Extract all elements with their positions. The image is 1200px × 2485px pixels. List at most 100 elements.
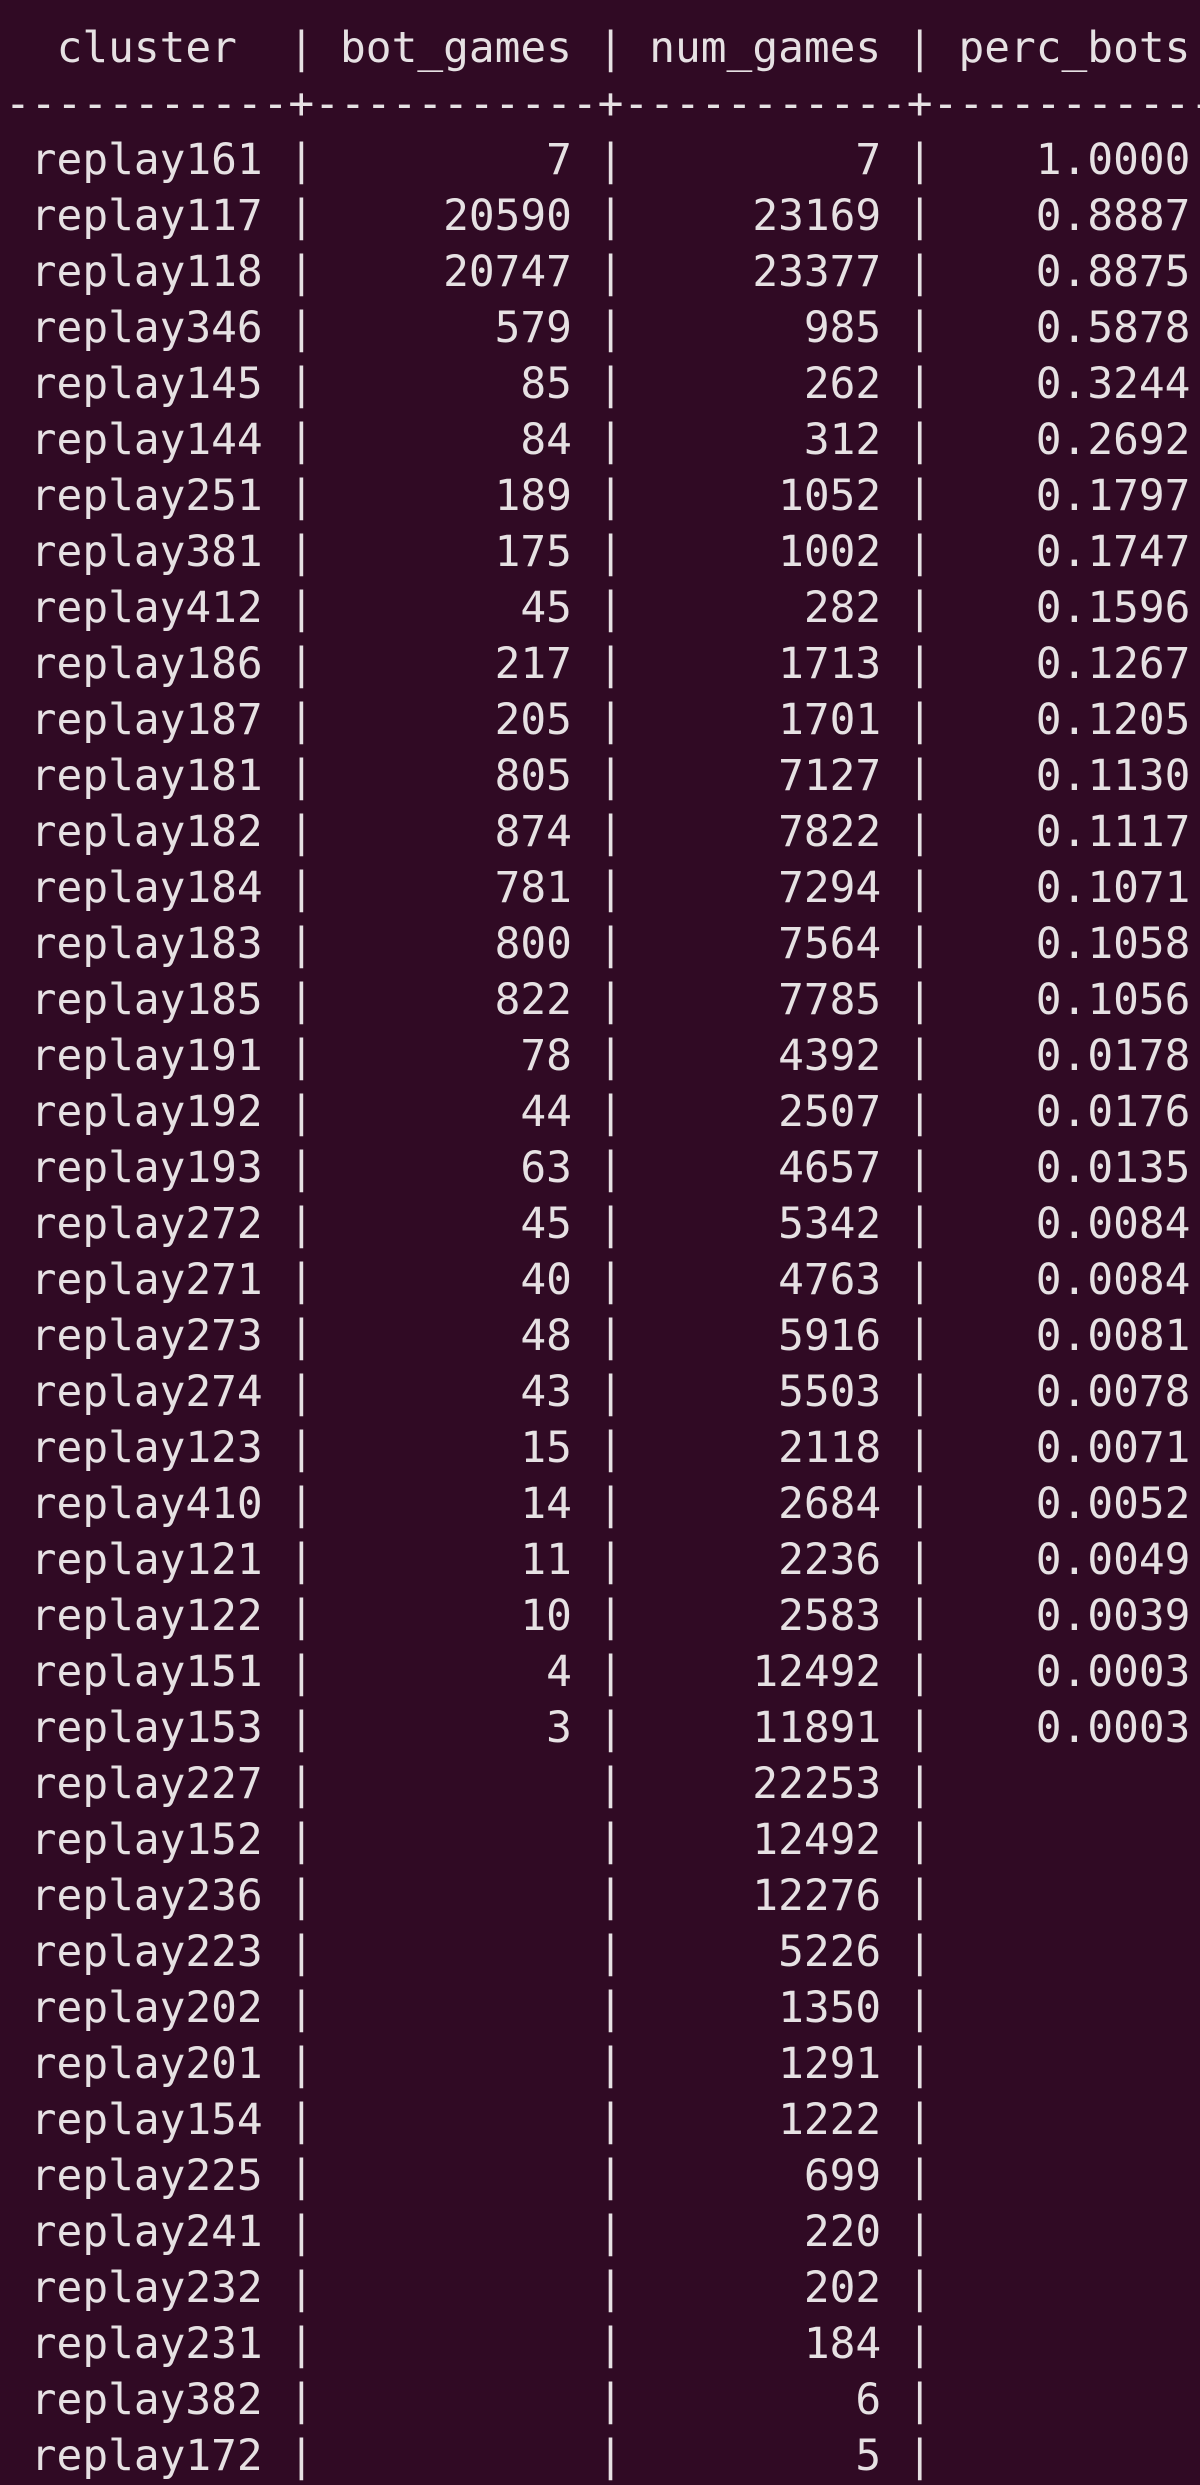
column-separator: | xyxy=(571,1591,650,1641)
bot-games-cell: 20590 xyxy=(443,191,572,241)
table-row: replay184 | 781 | 7294 | 0.1071 xyxy=(5,860,1200,916)
padding xyxy=(340,2039,572,2089)
padding xyxy=(958,695,1035,745)
padding xyxy=(958,303,1035,353)
cluster-cell: replay201 xyxy=(30,2039,263,2089)
cluster-cell: replay231 xyxy=(30,2319,263,2369)
padding xyxy=(5,2039,31,2089)
column-separator: | xyxy=(571,975,650,1025)
column-separator: | xyxy=(571,2431,650,2481)
padding xyxy=(958,1199,1035,1249)
column-separator: | xyxy=(262,1815,340,1865)
cluster-cell: replay225 xyxy=(30,2151,263,2201)
column-separator: | xyxy=(881,975,959,1025)
column-separator: | xyxy=(571,1199,650,1249)
table-row: replay236 | | 12276 | xyxy=(5,1868,1200,1924)
column-header: cluster xyxy=(56,23,237,73)
column-separator: | xyxy=(262,1479,340,1529)
column-separator: | xyxy=(881,2319,959,2369)
padding xyxy=(5,639,31,689)
table-row: replay225 | | 699 | xyxy=(5,2148,1200,2204)
padding xyxy=(340,2095,572,2145)
bot-games-cell: 805 xyxy=(494,751,572,801)
padding xyxy=(958,863,1035,913)
padding xyxy=(649,359,804,409)
num-games-cell: 22253 xyxy=(752,1759,882,1809)
table-row: replay381 | 175 | 1002 | 0.1747 xyxy=(5,524,1200,580)
padding xyxy=(649,527,778,577)
cluster-cell: replay181 xyxy=(30,751,263,801)
perc-bots-cell: 0.0039 xyxy=(1035,1591,1191,1641)
padding xyxy=(958,1143,1035,1193)
padding xyxy=(5,1479,31,1529)
padding xyxy=(5,1591,31,1641)
cluster-cell: replay193 xyxy=(30,1143,263,1193)
column-separator: | xyxy=(571,1031,650,1081)
bot-games-cell: 800 xyxy=(494,919,572,969)
padding xyxy=(649,1255,778,1305)
padding xyxy=(649,1927,778,1977)
padding xyxy=(340,1871,572,1921)
column-separator: | xyxy=(571,415,650,465)
padding xyxy=(5,303,31,353)
column-separator: | xyxy=(262,1927,340,1977)
perc-bots-cell: 0.1071 xyxy=(1035,863,1191,913)
padding xyxy=(649,1199,778,1249)
padding xyxy=(958,2095,1190,2145)
padding xyxy=(649,1087,778,1137)
padding xyxy=(649,1759,752,1809)
column-separator: | xyxy=(881,1199,959,1249)
num-games-cell: 202 xyxy=(803,2263,882,2313)
column-separator: | xyxy=(881,919,959,969)
perc-bots-cell: 0.0078 xyxy=(1035,1367,1191,1417)
cluster-cell: replay412 xyxy=(30,583,263,633)
padding xyxy=(5,1143,31,1193)
table-row: replay181 | 805 | 7127 | 0.1130 xyxy=(5,748,1200,804)
column-separator: | xyxy=(881,583,959,633)
table-row: replay151 | 4 | 12492 | 0.0003 xyxy=(5,1644,1200,1700)
padding xyxy=(5,191,31,241)
cluster-cell: replay381 xyxy=(30,527,263,577)
cluster-cell: replay271 xyxy=(30,1255,263,1305)
table-row: replay241 | | 220 | xyxy=(5,2204,1200,2260)
padding xyxy=(340,415,520,465)
cluster-cell: replay272 xyxy=(30,1199,263,1249)
column-separator: | xyxy=(571,1647,650,1697)
num-games-cell: 7822 xyxy=(778,807,882,857)
column-separator: | xyxy=(571,1311,650,1361)
num-games-cell: 5 xyxy=(855,2431,882,2481)
column-separator: | xyxy=(881,1423,959,1473)
padding xyxy=(649,1983,778,2033)
table-row: replay192 | 44 | 2507 | 0.0176 xyxy=(5,1084,1200,1140)
num-games-cell: 7 xyxy=(855,135,882,185)
padding xyxy=(237,23,263,73)
padding xyxy=(5,2319,31,2369)
padding xyxy=(5,751,31,801)
column-separator: | xyxy=(262,1143,340,1193)
padding xyxy=(649,1535,778,1585)
table-row: replay121 | 11 | 2236 | 0.0049 xyxy=(5,1532,1200,1588)
column-separator: | xyxy=(881,2375,959,2425)
bot-games-cell: 4 xyxy=(546,1647,572,1697)
padding xyxy=(5,471,31,521)
column-separator: | xyxy=(262,2431,340,2481)
column-separator: | xyxy=(262,415,340,465)
column-separator: | xyxy=(571,1087,650,1137)
perc-bots-cell: 0.0071 xyxy=(1035,1423,1191,1473)
padding xyxy=(958,1647,1035,1697)
padding xyxy=(340,863,495,913)
perc-bots-cell: 0.1056 xyxy=(1035,975,1191,1025)
padding xyxy=(340,1367,520,1417)
cluster-cell: replay182 xyxy=(30,807,263,857)
padding xyxy=(649,191,752,241)
column-separator: | xyxy=(262,1367,340,1417)
table-header: cluster | bot_games | num_games | perc_b… xyxy=(5,20,1200,76)
table-row: replay187 | 205 | 1701 | 0.1205 xyxy=(5,692,1200,748)
bot-games-cell: 20747 xyxy=(443,247,572,297)
padding xyxy=(5,1423,31,1473)
table-row: replay272 | 45 | 5342 | 0.0084 xyxy=(5,1196,1200,1252)
bot-games-cell: 45 xyxy=(520,583,572,633)
padding xyxy=(5,1199,31,1249)
padding xyxy=(649,1479,778,1529)
column-separator: | xyxy=(881,191,959,241)
